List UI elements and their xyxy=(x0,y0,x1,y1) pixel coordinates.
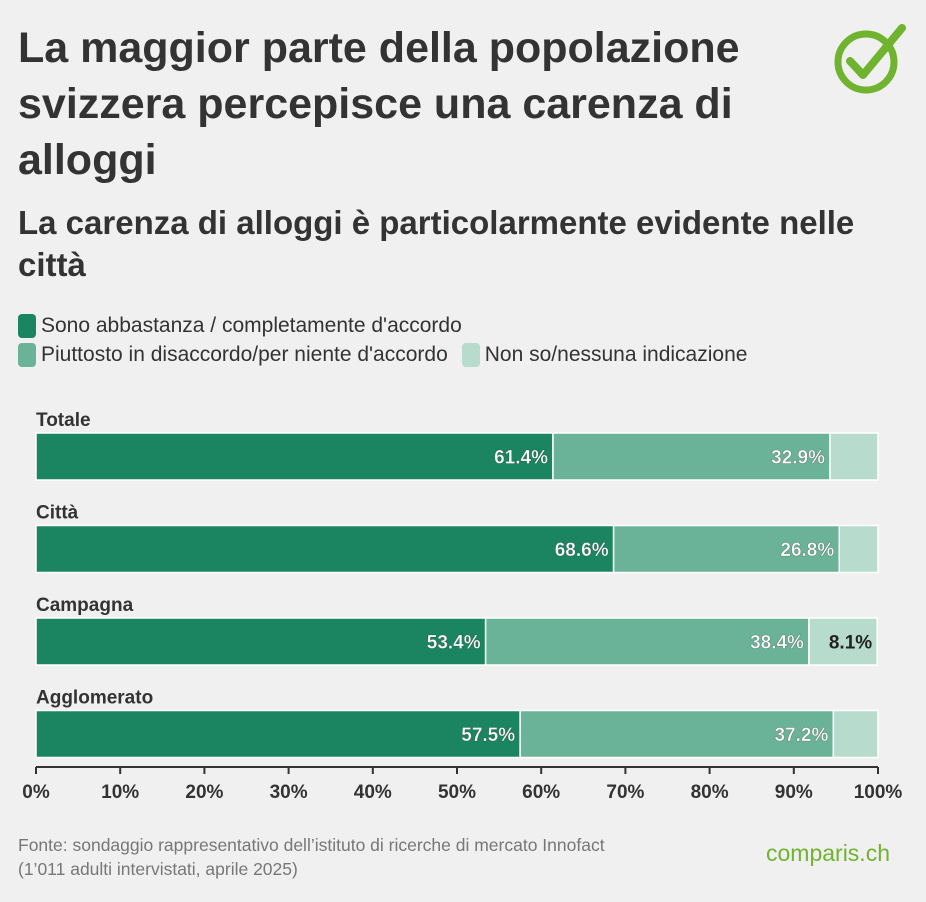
x-tick-label: 90% xyxy=(775,782,813,803)
data-label: 38.4% xyxy=(750,633,804,654)
data-label: 68.6% xyxy=(555,540,609,561)
x-tick-label: 50% xyxy=(438,782,476,803)
data-label: 37.2% xyxy=(774,725,828,746)
chart-title: La maggior parte della popolazione svizz… xyxy=(18,24,740,184)
data-label: 53.4% xyxy=(427,633,481,654)
category-label: Città xyxy=(36,503,79,524)
stacked-bar-chart: Totale 61.4% 32.9% Città 68.6% 26.8% Campagna 5… xyxy=(22,410,903,803)
bar-segment xyxy=(829,432,879,481)
data-label: 26.8% xyxy=(780,540,834,561)
legend-label-disagree: Piuttosto in disaccordo/per niente d'acc… xyxy=(41,343,448,366)
brand-logo: comparis.ch xyxy=(766,840,890,866)
x-tick-label: 70% xyxy=(606,782,644,803)
category-label: Campagna xyxy=(36,595,134,616)
data-label: 57.5% xyxy=(461,725,515,746)
legend-label-agree: Sono abbastanza / completamente d'accord… xyxy=(41,314,462,337)
chart-subtitle: La carenza di alloggi è particolarmente … xyxy=(18,204,855,283)
legend: Sono abbastanza / completamente d'accord… xyxy=(18,312,918,370)
x-tick-label: 30% xyxy=(270,782,308,803)
legend-row: Piuttosto in disaccordo/per niente d'acc… xyxy=(18,341,918,369)
x-tick-label: 60% xyxy=(522,782,560,803)
checkmark-circle-icon xyxy=(834,24,906,94)
legend-item-no-answer: Non so/nessuna indicazione xyxy=(461,343,748,367)
category-label: Totale xyxy=(36,410,91,431)
source-note: Fonte: sondaggio rappresentativo dell’is… xyxy=(18,833,738,881)
bar-segment xyxy=(838,524,879,574)
bar-segment xyxy=(808,617,878,666)
bar-segment xyxy=(35,432,554,481)
bar-segment xyxy=(35,617,487,666)
bar-segment xyxy=(832,709,879,759)
x-tick-label: 80% xyxy=(691,782,729,803)
bar-segment xyxy=(552,432,831,481)
legend-swatch-no-answer xyxy=(461,343,480,367)
x-tick-label: 40% xyxy=(354,782,392,803)
x-tick-label: 0% xyxy=(22,782,50,803)
data-label: 32.9% xyxy=(771,448,825,469)
category-label: Agglomerato xyxy=(36,688,153,709)
source-line-1: Fonte: sondaggio rappresentativo dell’is… xyxy=(18,835,605,855)
legend-swatch-agree xyxy=(18,314,36,338)
x-tick-label: 100% xyxy=(854,782,903,803)
data-label: 61.4% xyxy=(494,448,548,469)
x-tick-label: 10% xyxy=(101,782,139,803)
legend-swatch-disagree xyxy=(18,343,36,367)
legend-item-agree: Sono abbastanza / completamente d'accord… xyxy=(18,314,462,338)
bar-segment xyxy=(519,709,835,759)
bar-segment xyxy=(612,524,841,574)
data-label: 8.1% xyxy=(829,633,872,654)
legend-row: Sono abbastanza / completamente d'accord… xyxy=(18,312,918,340)
legend-label-no-answer: Non so/nessuna indicazione xyxy=(484,343,748,366)
source-line-2: (1’011 adulti intervistati, aprile 2025) xyxy=(18,859,298,879)
bar-segment xyxy=(35,524,615,574)
legend-item-disagree: Piuttosto in disaccordo/per niente d'acc… xyxy=(18,343,448,367)
bar-segment xyxy=(35,709,521,759)
x-tick-label: 20% xyxy=(185,782,223,803)
